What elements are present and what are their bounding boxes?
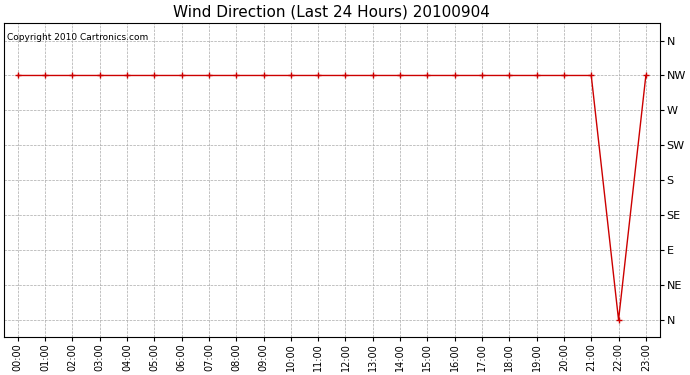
Title: Wind Direction (Last 24 Hours) 20100904: Wind Direction (Last 24 Hours) 20100904	[173, 4, 491, 19]
Text: Copyright 2010 Cartronics.com: Copyright 2010 Cartronics.com	[8, 33, 148, 42]
